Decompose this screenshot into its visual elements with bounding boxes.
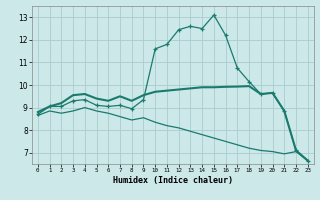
X-axis label: Humidex (Indice chaleur): Humidex (Indice chaleur): [113, 176, 233, 185]
